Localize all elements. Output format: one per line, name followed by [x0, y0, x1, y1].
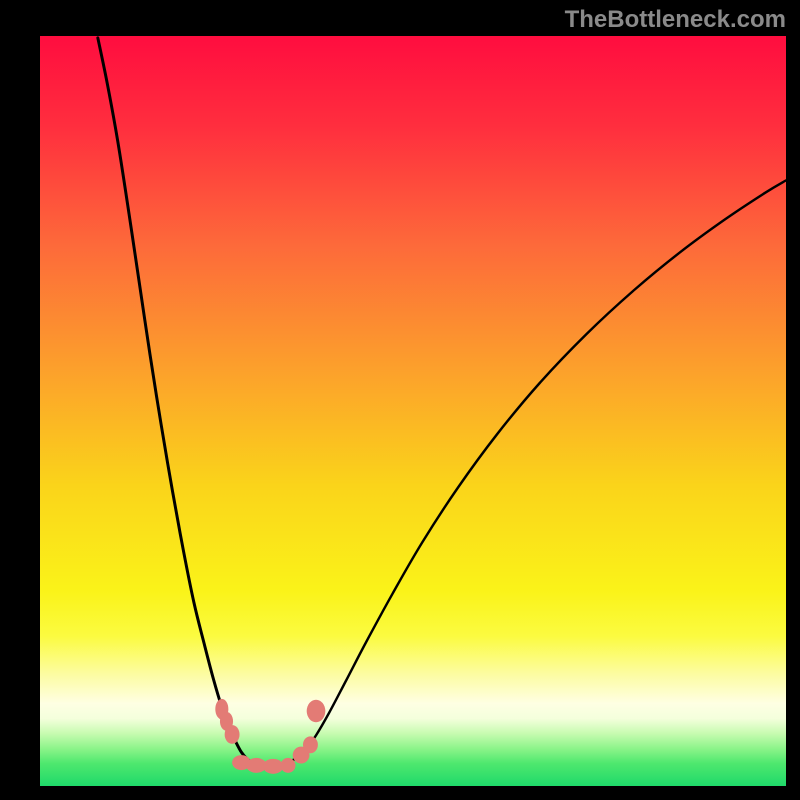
marker-group: [215, 699, 325, 774]
watermark-text: TheBottleneck.com: [565, 6, 786, 34]
data-marker: [307, 700, 326, 723]
curve-layer: [40, 36, 786, 786]
data-marker: [303, 736, 318, 753]
plot-area: [40, 36, 786, 786]
bottleneck-curve-left: [98, 38, 264, 764]
data-marker: [281, 758, 296, 773]
data-marker: [225, 725, 240, 744]
bottleneck-curve-right: [264, 180, 786, 763]
